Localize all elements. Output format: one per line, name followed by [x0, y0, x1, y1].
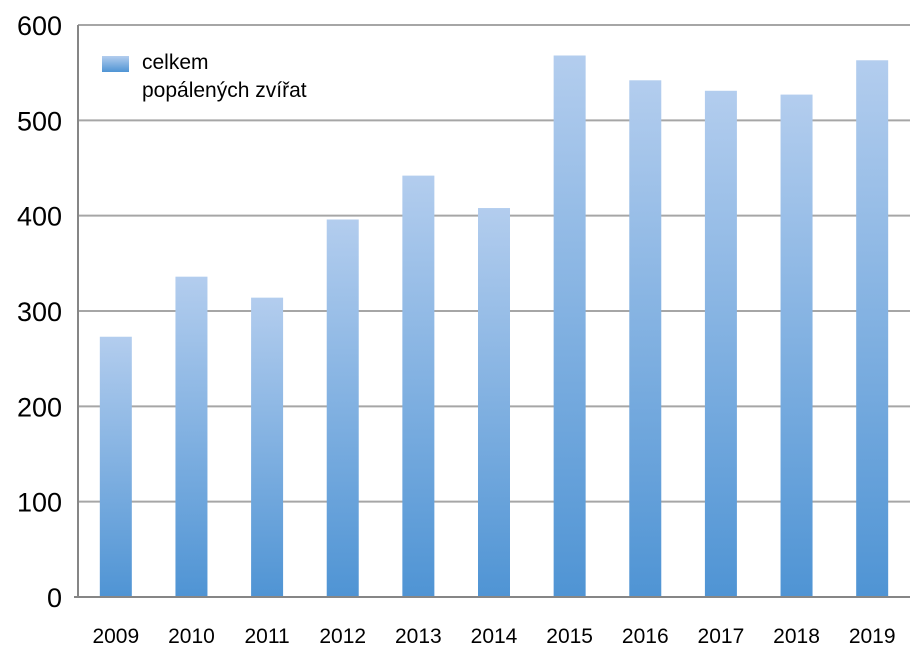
bar-2019 [856, 60, 889, 598]
x-tick-label: 2014 [471, 625, 518, 646]
x-tick-labels: 2009 2010 2011 2012 2013 2014 2015 2016 2017 2018… [92, 625, 895, 646]
y-tick-label: 300 [17, 297, 62, 327]
y-tick-label: 100 [17, 488, 62, 518]
x-tick-label: 2009 [92, 625, 139, 646]
x-tick-label: 2019 [849, 625, 896, 646]
x-tick-label: 2012 [319, 625, 366, 646]
x-tick-label: 2010 [168, 625, 215, 646]
bar-2011 [251, 297, 284, 597]
y-tick-label: 600 [17, 11, 62, 41]
bar-2015 [553, 55, 586, 598]
bar-2018 [780, 94, 813, 598]
x-tick-label: 2018 [773, 625, 820, 646]
y-tick-label: 400 [17, 202, 62, 232]
x-tick-label: 2015 [546, 625, 593, 646]
axes [74, 25, 910, 598]
bars [99, 55, 889, 598]
x-tick-label: 2013 [395, 625, 442, 646]
x-tick-label: 2017 [698, 625, 745, 646]
legend: celkem popálených zvířat [102, 51, 307, 102]
y-tick-label: 0 [47, 583, 62, 613]
bar-2014 [478, 208, 510, 598]
bar-2009 [99, 336, 132, 597]
x-tick-label: 2011 [245, 625, 290, 646]
y-tick-label: 500 [17, 106, 62, 136]
bar-2016 [629, 80, 662, 597]
x-tick-label: 2016 [622, 625, 669, 646]
bar-2017 [704, 90, 737, 597]
legend-swatch [102, 56, 129, 72]
bar-2012 [326, 219, 359, 598]
bar-2013 [402, 175, 435, 598]
legend-label-line-1: celkem [142, 51, 209, 74]
y-tick-label: 200 [17, 392, 62, 422]
bar-2010 [175, 276, 208, 597]
legend-label-line-2: popálených zvířat [142, 79, 307, 102]
y-tick-labels: 0 100 200 300 400 500 600 [17, 11, 62, 613]
